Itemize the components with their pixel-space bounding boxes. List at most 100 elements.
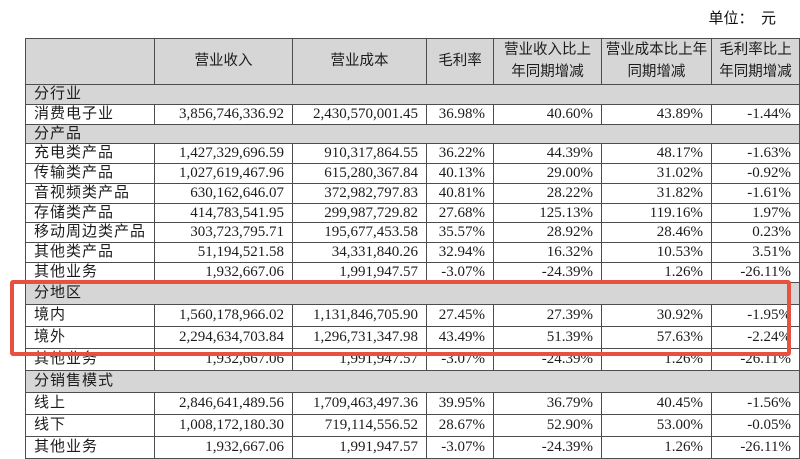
- table-body: 分行业 消费电子业 3,856,746,336.92 2,430,570,001.45…: [24, 84, 800, 459]
- row-label: 存储类产品: [24, 202, 156, 224]
- row-label: 线上: [24, 391, 156, 415]
- row-label: 其他业务: [24, 347, 156, 371]
- header-cell: 营业收入: [154, 38, 293, 85]
- cell-cost: 1,991,947.57: [292, 435, 427, 459]
- cell-cost-yoy: 119.16%: [600, 202, 712, 224]
- row-label: 消费电子业: [24, 103, 156, 125]
- section-label: 分销售模式: [25, 369, 800, 393]
- cell-margin-yoy: 1.97%: [710, 202, 800, 224]
- header-cell-empty: [24, 38, 156, 85]
- cell-revenue: 1,560,178,966.02: [154, 303, 293, 327]
- cell-gross-margin: 39.95%: [425, 391, 494, 415]
- cell-cost-yoy: 53.00%: [600, 413, 712, 437]
- section-row: 分销售模式: [25, 369, 800, 393]
- cell-gross-margin: -3.07%: [425, 435, 494, 459]
- row-label: 境外: [24, 325, 156, 349]
- cell-gross-margin: -3.07%: [425, 347, 494, 371]
- cell-cost-yoy: 31.02%: [600, 163, 712, 184]
- section-row: 分地区: [25, 281, 800, 305]
- cell-revenue-yoy: 27.39%: [492, 303, 602, 327]
- row-label: 音视频类产品: [24, 182, 156, 204]
- cell-cost-yoy: 28.46%: [600, 222, 712, 243]
- table-header: 营业收入 营业成本 毛利率 营业收入比上年同期增减 营业成本比上年同期增减 毛利率比上年同…: [24, 38, 800, 85]
- table-row: 音视频类产品 630,162,646.07 372,982,797.83 40.81%…: [24, 182, 800, 204]
- section-row: 分产品: [25, 123, 800, 145]
- header-cell: 毛利率比上年同期增减: [710, 38, 800, 85]
- section-label: 分行业: [25, 84, 800, 105]
- header-cell: 营业成本比上年同期增减: [600, 38, 712, 85]
- cell-cost-yoy: 10.53%: [600, 242, 712, 263]
- cell-gross-margin: 40.81%: [425, 182, 494, 204]
- cell-revenue-yoy: 52.90%: [492, 413, 602, 437]
- cell-gross-margin: 27.68%: [425, 202, 494, 224]
- table-row: 充电类产品 1,427,329,696.59 910,317,864.55 36.22…: [24, 143, 800, 164]
- cell-revenue: 630,162,646.07: [154, 182, 293, 204]
- section-row: 分行业: [25, 84, 800, 105]
- cell-margin-yoy: -26.11%: [710, 347, 800, 371]
- cell-cost-yoy: 1.26%: [600, 435, 712, 459]
- cell-margin-yoy: -1.63%: [710, 143, 800, 164]
- cell-cost: 1,991,947.57: [292, 347, 427, 371]
- cell-cost: 1,131,846,705.90: [292, 303, 427, 327]
- cell-margin-yoy: -0.92%: [710, 163, 800, 184]
- cell-cost: 615,280,367.84: [292, 163, 427, 184]
- cell-cost-yoy: 40.45%: [600, 391, 712, 415]
- cell-cost-yoy: 31.82%: [600, 182, 712, 204]
- cell-revenue-yoy: 29.00%: [492, 163, 602, 184]
- cell-margin-yoy: -1.61%: [710, 182, 800, 204]
- cell-gross-margin: 40.13%: [425, 163, 494, 184]
- unit-label: 单位： 元: [708, 11, 776, 27]
- row-label: 传输类产品: [24, 163, 156, 184]
- cell-cost-yoy: 1.26%: [600, 347, 712, 371]
- cell-cost: 372,982,797.83: [292, 182, 427, 204]
- header-cell: 营业收入比上年同期增减: [492, 38, 602, 85]
- header-cell: 毛利率: [425, 38, 494, 85]
- cell-gross-margin: 36.22%: [425, 143, 494, 164]
- cell-margin-yoy: 0.23%: [710, 222, 800, 243]
- header-cell: 营业成本: [292, 38, 427, 85]
- table-row: 其他业务 1,932,667.06 1,991,947.57 -3.07% -24.39…: [24, 347, 800, 371]
- cell-revenue: 2,846,641,489.56: [154, 391, 293, 415]
- table-row: 其他类产品 51,194,521.58 34,331,840.26 32.94% 16.…: [24, 242, 800, 263]
- cell-gross-margin: 35.57%: [425, 222, 494, 243]
- row-label: 其他业务: [24, 435, 156, 459]
- cell-cost: 299,987,729.82: [292, 202, 427, 224]
- cell-revenue: 3,856,746,336.92: [154, 103, 293, 125]
- cell-revenue-yoy: 51.39%: [492, 325, 602, 349]
- cell-cost-yoy: 43.89%: [600, 103, 712, 125]
- cell-margin-yoy: -1.95%: [710, 303, 800, 327]
- table-row: 存储类产品 414,783,541.95 299,987,729.82 27.68% 1…: [24, 202, 800, 224]
- cell-revenue: 1,932,667.06: [154, 435, 293, 459]
- cell-cost: 719,114,556.52: [292, 413, 427, 437]
- cell-revenue-yoy: 28.92%: [492, 222, 602, 243]
- cell-cost: 910,317,864.55: [292, 143, 427, 164]
- cell-gross-margin: 43.49%: [425, 325, 494, 349]
- cell-revenue: 2,294,634,703.84: [154, 325, 293, 349]
- section-label: 分产品: [25, 123, 800, 145]
- cell-cost: 2,430,570,001.45: [292, 103, 427, 125]
- cell-revenue: 303,723,795.71: [154, 222, 293, 243]
- header-row: 营业收入 营业成本 毛利率 营业收入比上年同期增减 营业成本比上年同期增减 毛利率比上年同…: [24, 38, 800, 85]
- cell-margin-yoy: -26.11%: [710, 435, 800, 459]
- cell-revenue-yoy: 40.60%: [492, 103, 602, 125]
- table-row: 其他业务 1,932,667.06 1,991,947.57 -3.07% -24.39…: [24, 435, 800, 459]
- cell-gross-margin: 36.98%: [425, 103, 494, 125]
- cell-gross-margin: 28.67%: [425, 413, 494, 437]
- table-row: 传输类产品 1,027,619,467.96 615,280,367.84 40.13…: [24, 163, 800, 184]
- cell-margin-yoy: 3.51%: [710, 242, 800, 263]
- cell-revenue: 1,427,329,696.59: [154, 143, 293, 164]
- cell-cost-yoy: 57.63%: [600, 325, 712, 349]
- cell-margin-yoy: -26.11%: [710, 261, 800, 283]
- cell-gross-margin: 32.94%: [425, 242, 494, 263]
- cell-revenue: 1,932,667.06: [154, 347, 293, 371]
- row-label: 境内: [24, 303, 156, 327]
- row-label: 移动周边类产品: [24, 222, 156, 243]
- cell-revenue-yoy: -24.39%: [492, 435, 602, 459]
- cell-revenue: 51,194,521.58: [154, 242, 293, 263]
- table-row: 境内 1,560,178,966.02 1,131,846,705.90 27.45%…: [24, 303, 800, 327]
- cell-revenue: 1,027,619,467.96: [154, 163, 293, 184]
- cell-cost-yoy: 48.17%: [600, 143, 712, 164]
- cell-gross-margin: 27.45%: [425, 303, 494, 327]
- cell-cost: 1,991,947.57: [292, 261, 427, 283]
- row-label: 线下: [24, 413, 156, 437]
